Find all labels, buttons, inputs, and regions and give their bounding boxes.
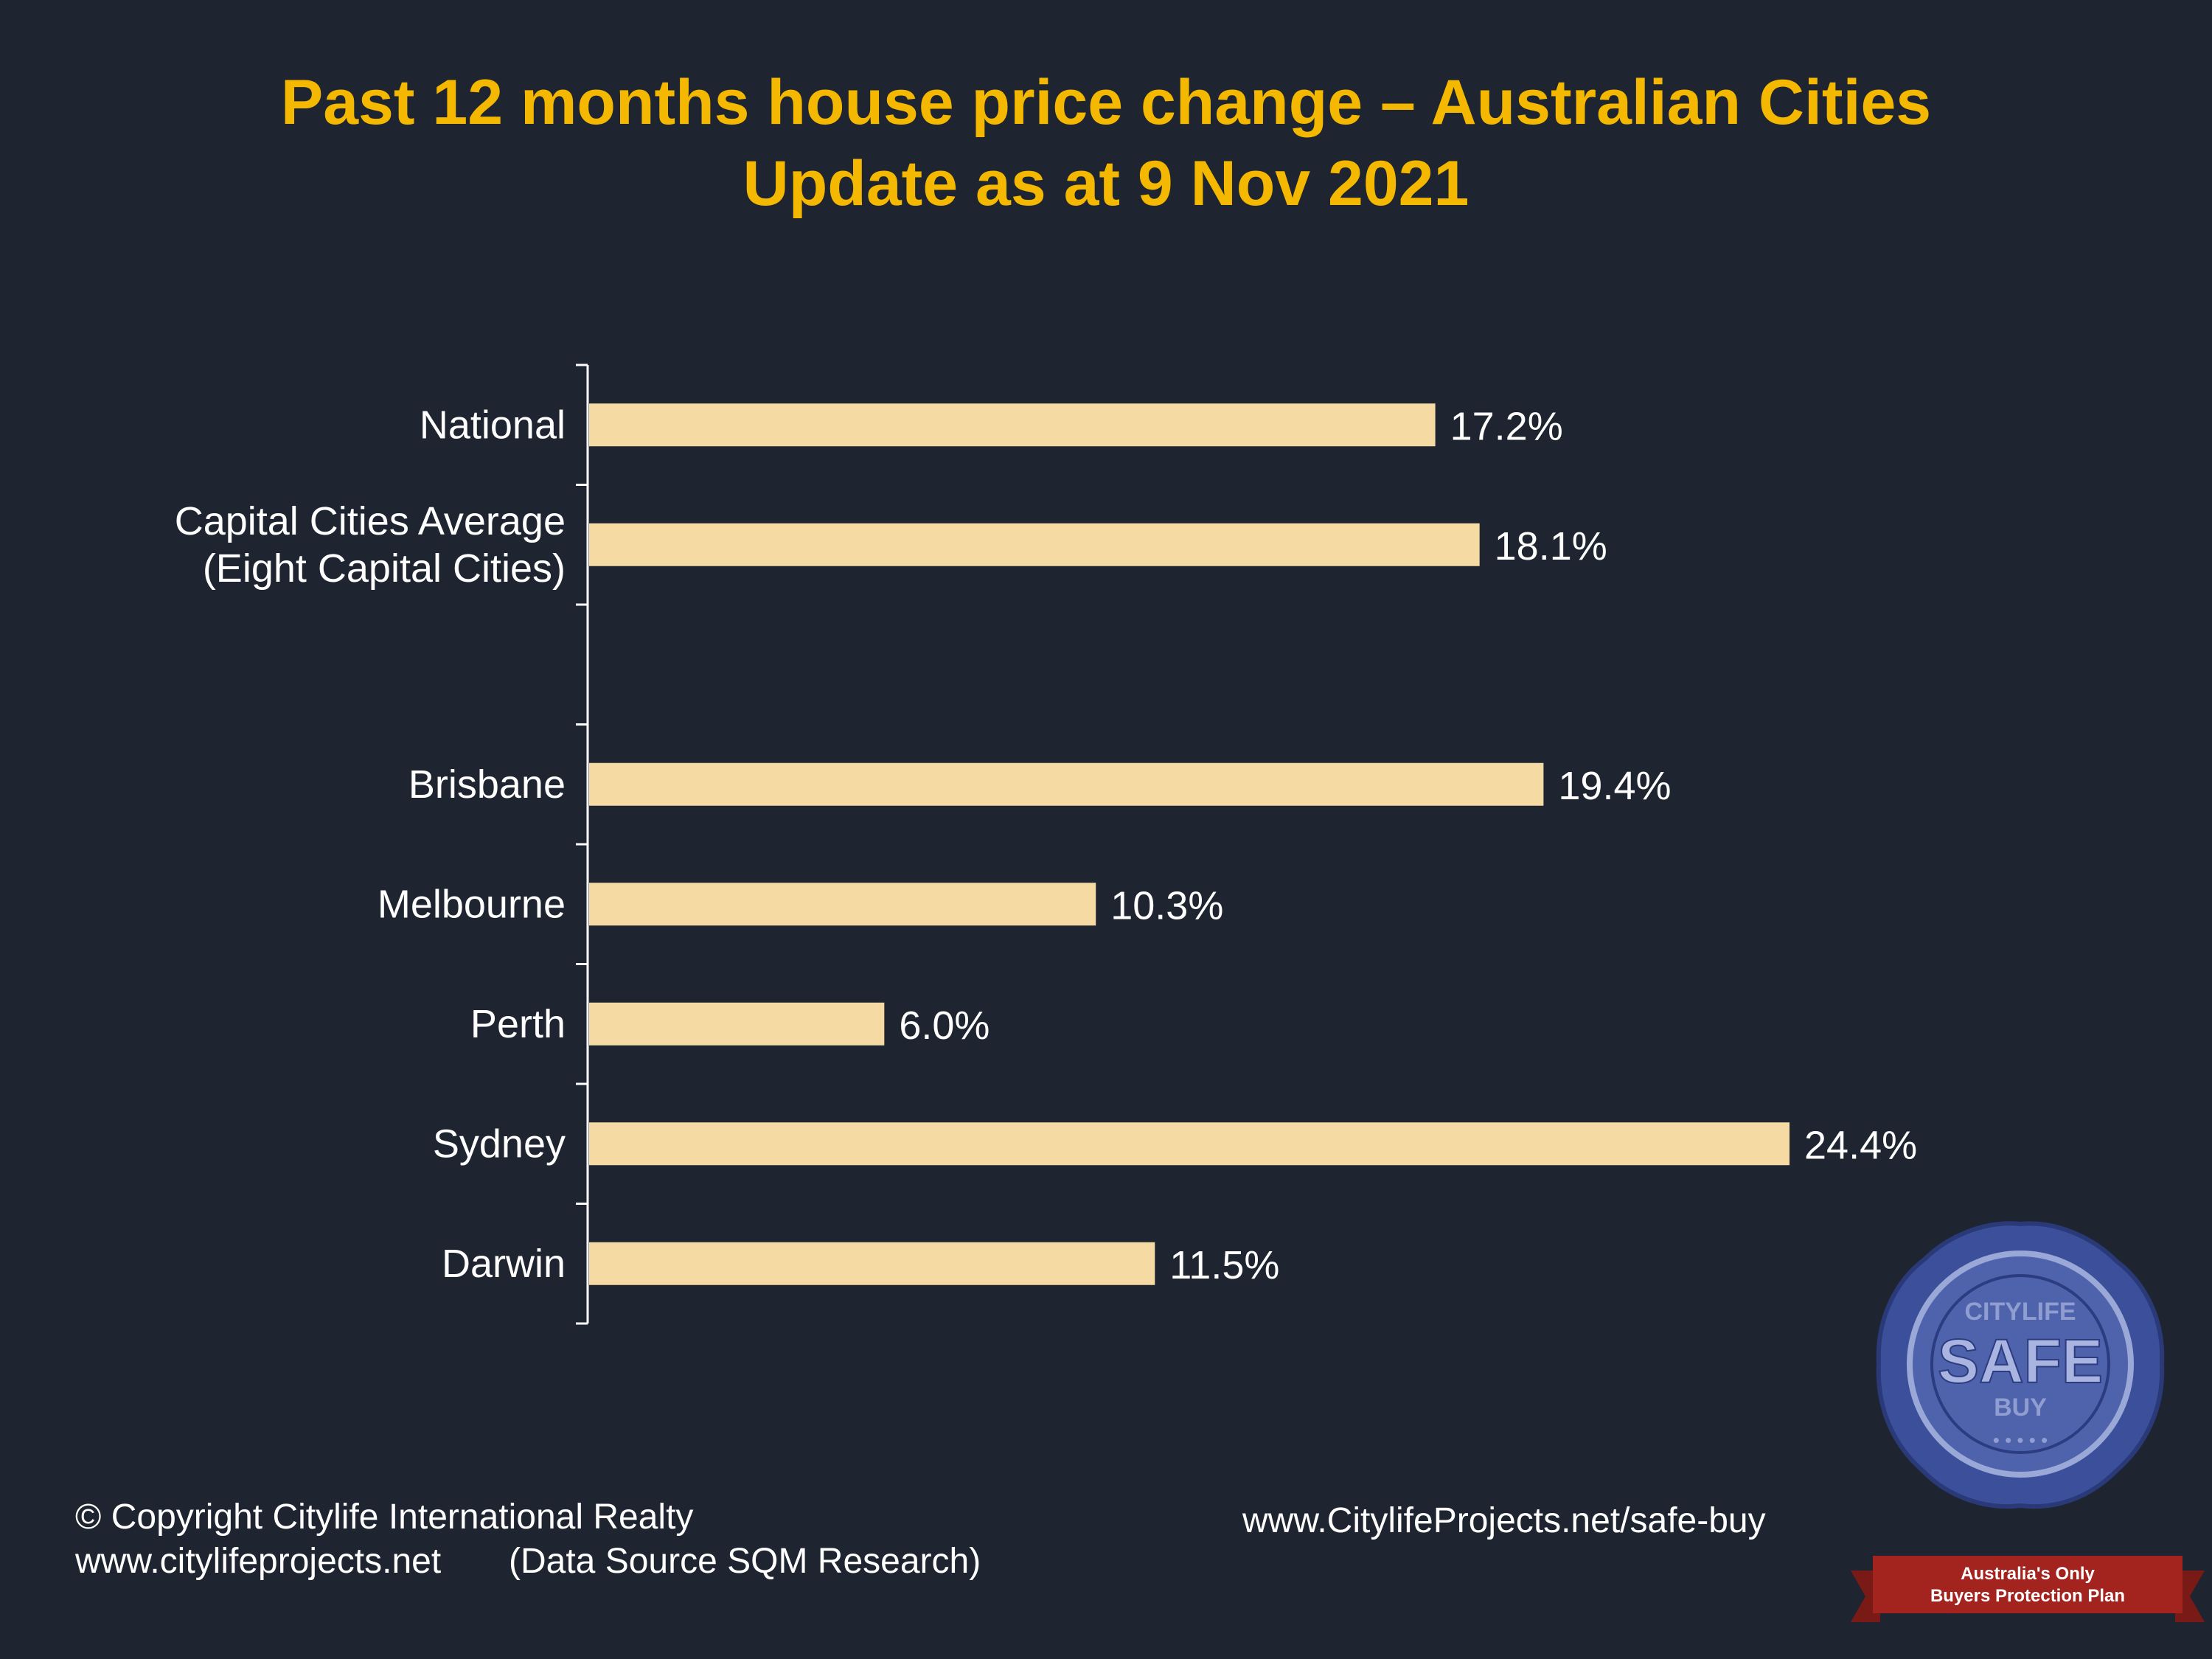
category-label: Sydney: [433, 1121, 566, 1166]
bar: [589, 1002, 885, 1046]
category-label: Melbourne: [378, 882, 566, 926]
bar: [589, 523, 1480, 566]
category-label: Darwin: [442, 1242, 566, 1286]
bar: [589, 1242, 1155, 1285]
seal-sub-text: BUY: [1994, 1394, 2047, 1422]
chart-title-line-1: Past 12 months house price change – Aust…: [280, 67, 1932, 138]
chart-title-line-2: Update as at 9 Nov 2021: [742, 148, 1470, 219]
data-label: 17.2%: [1450, 404, 1563, 448]
safe-buy-link[interactable]: www.CitylifeProjects.net/safe-buy: [1242, 1501, 1766, 1540]
bar: [589, 762, 1544, 806]
banner-line-1: Australia's Only: [1961, 1564, 2095, 1584]
category-label: National: [420, 403, 566, 447]
seal-main-text: SAFE: [1938, 1326, 2103, 1396]
category-label: Capital Cities Average: [175, 499, 566, 543]
copyright-text: © Copyright Citylife International Realt…: [75, 1498, 694, 1537]
data-label: 11.5%: [1169, 1243, 1279, 1287]
seal-top-text: CITYLIFE: [1964, 1298, 2076, 1326]
banner-line-2: Buyers Protection Plan: [1930, 1586, 2125, 1606]
safe-buy-seal-logo: CITYLIFE SAFE BUY • • • • •: [1876, 1221, 2165, 1509]
data-label: 19.4%: [1558, 764, 1671, 808]
website-link[interactable]: www.citylifeprojects.net: [75, 1542, 442, 1581]
bar: [589, 403, 1436, 447]
bar: [589, 1122, 1790, 1166]
data-source-text: (Data Source SQM Research): [509, 1542, 981, 1581]
category-label: Perth: [470, 1002, 566, 1046]
svg-text:• • • • •: • • • • •: [1993, 1429, 2048, 1451]
category-label: Brisbane: [408, 762, 566, 807]
data-label: 24.4%: [1804, 1123, 1917, 1167]
buyers-protection-banner: Australia's Only Buyers Protection Plan: [1851, 1556, 2205, 1622]
bar: [589, 883, 1096, 926]
data-label: 10.3%: [1110, 883, 1223, 928]
data-label: 18.1%: [1495, 524, 1607, 568]
data-label: 6.0%: [899, 1004, 990, 1048]
category-label: (Eight Capital Cities): [203, 546, 566, 591]
